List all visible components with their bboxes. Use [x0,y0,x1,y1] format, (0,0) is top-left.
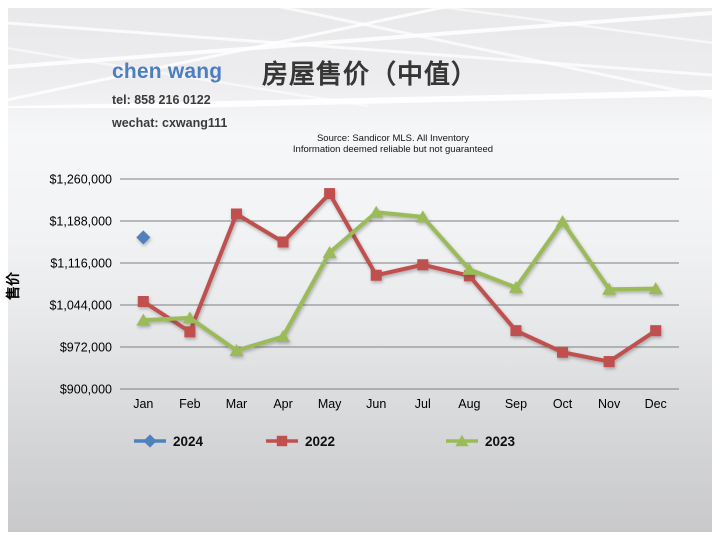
decorative-line [439,8,712,44]
triangle-marker-icon [462,262,477,275]
triangle-marker-icon [555,215,570,228]
y-axis-tick-label: $1,116,000 [50,257,112,271]
square-marker-icon [184,326,196,338]
square-marker-icon [650,325,662,337]
x-axis-tick-label: Dec [645,397,667,411]
x-axis-tick-label: Aug [458,397,480,411]
legend-marker-triangle-icon [446,434,478,447]
triangle-marker-icon [602,282,617,295]
triangle-marker-icon [229,344,244,356]
x-axis-tick-label: Mar [226,397,248,411]
legend-item-2024: 2024 [134,433,203,449]
square-marker-icon [276,435,288,447]
series-2024 [136,230,151,245]
triangle-marker-icon [369,205,384,218]
legend-item-2023: 2023 [446,433,515,449]
legend-marker-square-icon [266,435,298,447]
series-2022-line [142,191,657,364]
x-axis-tick-label: Jan [133,397,153,411]
agent-wechat: wechat: cxwang111 [112,116,228,130]
agent-name: chen wang [112,60,223,83]
triangle-marker-icon [455,434,469,447]
x-axis-tick-label: Feb [179,397,201,411]
series-2022 [137,188,662,368]
square-marker-icon [324,188,336,200]
y-axis-tick-label: $1,260,000 [49,173,112,187]
decorative-line [8,11,712,69]
triangle-marker-icon [276,330,291,342]
agent-tel: tel: 858 216 0122 [112,93,211,107]
series-2023-line [143,210,656,353]
square-marker-icon [510,325,522,337]
chart-legend: 2024 2022 2023 [0,433,720,459]
legend-item-2022: 2022 [266,433,335,449]
triangle-marker-icon [648,282,663,295]
y-axis-title: 售价 [5,271,21,301]
decorative-line [278,8,712,100]
x-axis-tick-label: Apr [273,397,292,411]
square-marker-icon [137,296,149,307]
square-marker-icon [557,346,569,358]
legend-label-2024: 2024 [173,433,204,449]
decorative-line [8,47,369,108]
square-marker-icon [277,236,289,248]
x-axis-tick-label: Jul [415,397,431,411]
square-marker-icon [370,269,382,281]
square-marker-icon [230,208,242,220]
x-axis-tick-label: May [318,397,342,411]
decorative-line [8,21,712,77]
source-note: Source: Sandicor MLS. All Inventory Info… [283,133,503,155]
square-marker-icon [417,259,429,271]
y-axis-tick-label: $1,188,000 [49,215,112,229]
source-line-2: Information deemed reliable but not guar… [292,144,494,155]
y-axis-tick-label: $972,000 [60,341,112,355]
legend-label-2022: 2022 [305,433,336,449]
triangle-marker-icon [415,210,430,223]
diamond-marker-icon [136,230,151,245]
decorative-line [8,8,448,102]
y-axis-tick-label: $900,000 [60,383,112,397]
square-marker-icon [603,356,615,368]
agent-contact-block: chen wang tel: 858 216 0122 wechat: cxwa… [112,60,227,130]
diamond-marker-icon [143,434,157,448]
y-axis-tick-label: $1,044,000 [49,299,112,313]
legend-marker-diamond-icon [134,434,166,448]
x-axis-tick-label: Nov [598,397,621,411]
slide-top-decoration [8,8,712,108]
x-axis-tick-label: Oct [553,397,573,411]
triangle-marker-icon [508,281,523,293]
series-2023 [136,205,663,356]
legend-label-2023: 2023 [485,433,516,449]
source-line-1: Source: Sandicor MLS. All Inventory [316,133,470,144]
x-axis-tick-label: Sep [505,397,527,411]
chart-title: 房屋售价（中值） [261,59,478,89]
square-marker-icon [463,270,475,282]
triangle-marker-icon [322,246,337,258]
decorative-line [8,89,712,108]
x-axis-tick-label: Jun [366,397,386,411]
triangle-marker-icon [136,313,151,326]
triangle-marker-icon [182,311,197,324]
